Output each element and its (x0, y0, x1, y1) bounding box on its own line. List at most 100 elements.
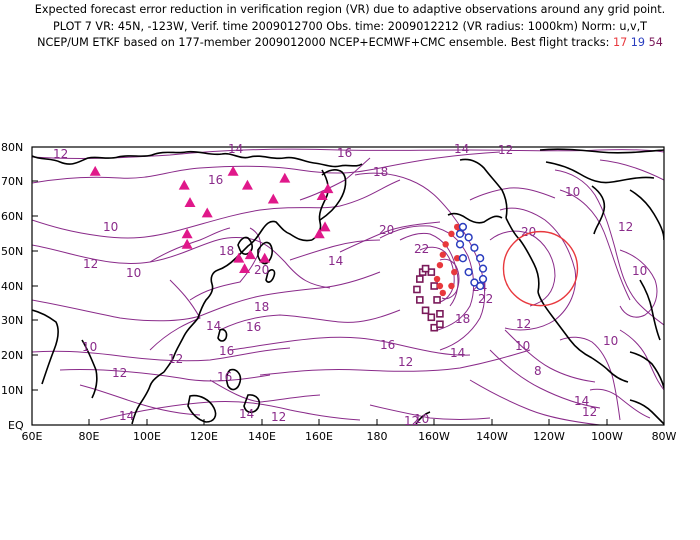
track-19-point (455, 229, 465, 239)
track-17-point (439, 251, 446, 258)
lon-label-140w: 140W (476, 430, 508, 443)
contour-label: 14 (454, 142, 469, 156)
contour-label: 10 (103, 220, 118, 234)
observation-triangle (259, 252, 271, 263)
observation-triangle (233, 252, 245, 263)
track-19-point (478, 274, 488, 284)
track-54-point (421, 264, 430, 273)
contour-label: 16 (337, 146, 352, 160)
contour-label: 10 (126, 266, 141, 280)
track-19-point (458, 222, 468, 232)
header-line-1: Expected forecast error reduction in ver… (34, 3, 666, 16)
track-19-legend: 19 (630, 36, 646, 49)
lat-axis: 80N 70N 60N 50N 40N 30N 20N 10N EQ (1, 141, 24, 432)
contour-label: 14 (239, 407, 254, 421)
contour-label: 12 (271, 410, 286, 424)
contour-label: 14 (206, 319, 221, 333)
observation-triangle (244, 249, 256, 260)
lat-label-70n: 70N (1, 175, 23, 188)
lat-label-10n: 10N (1, 384, 23, 397)
contour-label: 12 (168, 352, 183, 366)
contour-label: 10 (632, 264, 647, 278)
contour-label: 10 (603, 334, 618, 348)
observation-triangle (267, 193, 279, 204)
contour-label: 12 (404, 414, 419, 428)
contour-label: 10 (82, 340, 97, 354)
track-17-point (448, 282, 455, 290)
track-54-point (433, 296, 441, 304)
observation-triangle (181, 228, 193, 239)
contour-label: 16 (208, 173, 223, 187)
contour-label: 14 (119, 409, 134, 423)
track-17-point (453, 255, 461, 262)
lat-label-50n: 50N (1, 245, 23, 258)
lon-label-120w: 120W (533, 430, 565, 443)
observation-triangle (239, 263, 251, 274)
track-54-legend: 54 (648, 36, 663, 49)
contour-label: 10 (414, 412, 429, 426)
contour-label: 12 (83, 257, 98, 271)
contour-label: 14 (228, 142, 243, 156)
contour-label: 14 (328, 254, 343, 268)
observation-triangle (184, 197, 196, 207)
lon-label-140e: 140E (248, 430, 276, 443)
lon-label-100e: 100E (133, 430, 161, 443)
lat-label-60n: 60N (1, 210, 23, 223)
track-17-point (448, 230, 455, 238)
observation-triangle (227, 165, 239, 176)
lat-label-80n: 80N (1, 141, 23, 154)
observation-triangle (178, 179, 190, 190)
track-17-point (439, 289, 446, 297)
observation-triangle (181, 238, 193, 249)
contour-label: 10 (565, 185, 580, 199)
contour-label: 12 (618, 220, 633, 234)
header-line-2: PLOT 7 VR: 45N, -123W, Verif. time 20090… (52, 20, 648, 33)
header-line-3-prefix: NCEP/UM ETKF based on 177-member 2009012… (37, 36, 610, 49)
lon-label-180: 180 (367, 430, 388, 443)
lat-label-eq: EQ (8, 419, 24, 432)
lon-label-60e: 60E (22, 430, 43, 443)
contour-label: 16 (246, 320, 261, 334)
contour-label: 16 (217, 370, 232, 384)
lon-label-160e: 160E (305, 430, 333, 443)
observation-triangles (89, 165, 334, 274)
contour-label: 22 (414, 242, 429, 256)
contour-label: 12 (398, 355, 413, 369)
track-17-point (442, 241, 449, 248)
track-19-point (478, 264, 488, 273)
track-19-point (470, 278, 479, 287)
observation-triangle (279, 172, 291, 183)
track-54-point (427, 313, 436, 322)
coastlines (32, 148, 664, 425)
contour-label: 18 (373, 165, 388, 179)
contour-label: 18 (219, 244, 234, 258)
track-54-point (436, 309, 444, 318)
lon-label-100w: 100W (591, 430, 623, 443)
contour-label: 8 (534, 364, 542, 378)
track-17-point (436, 261, 444, 269)
track-54-point (413, 285, 421, 294)
contour-label: 16 (219, 344, 234, 358)
verification-region-circle (502, 230, 579, 307)
track-17-point (436, 282, 444, 290)
header-line-3: NCEP/UM ETKF based on 177-member 2009012… (0, 36, 700, 49)
track-19-point (458, 254, 468, 263)
observation-triangle (319, 221, 331, 232)
track-19-point (475, 281, 485, 291)
flight-track-54 (413, 264, 444, 332)
observation-triangle (313, 228, 325, 239)
contour-label: 10 (515, 339, 530, 353)
track-17-legend: 17 (612, 36, 628, 49)
flight-track-19 (455, 222, 488, 291)
observation-triangle (89, 165, 101, 176)
lon-label-80w: 80W (652, 430, 677, 443)
contour-lines (32, 148, 664, 425)
lon-axis: 60E 80E 100E 120E 140E 160E 180 160W 140… (22, 430, 677, 443)
lat-label-20n: 20N (1, 349, 23, 362)
track-54-point (436, 320, 444, 329)
track-19-point (475, 254, 485, 263)
contour-label: 14 (574, 394, 589, 408)
track-54-point (430, 282, 438, 290)
contour-label: 18 (254, 300, 269, 314)
